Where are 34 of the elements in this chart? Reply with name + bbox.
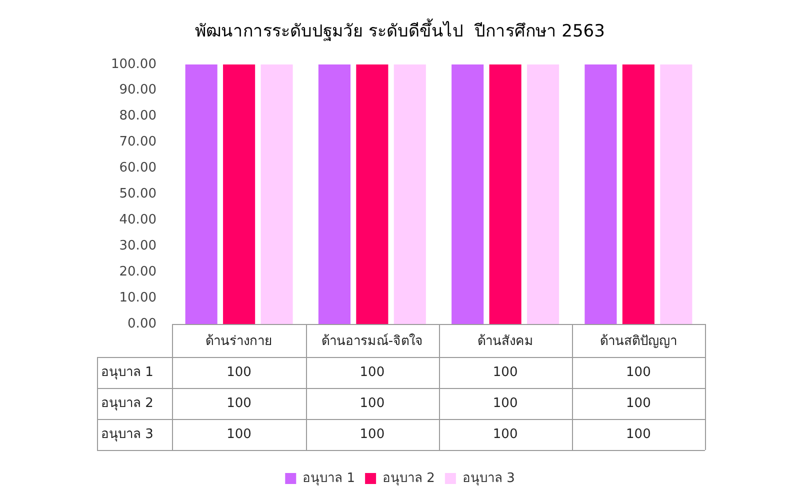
y-tick-label: 80.00 [119,108,156,124]
data-label: 100 [626,426,651,442]
y-tick-label: 60.00 [119,160,156,176]
data-label: 100 [226,426,252,442]
data-label: 100 [626,396,651,411]
y-tick-label: 100.00 [110,56,156,72]
chart-title: พัฒนาการระดับปฐมวัย ระดับดีขึ้นไป ปีการศึกษา 2563 [195,18,605,42]
data-label: 100 [360,426,385,442]
data-label: 100 [492,396,518,411]
text: อนุบาล 1 [101,364,154,380]
data-label: 100 [626,364,651,380]
y-tick-label: 90.00 [119,82,156,98]
x-tick-label: ด้านสติปัญญา [600,334,677,350]
legend-label: อนุบาล 3 [462,470,515,486]
data-label: 100 [492,364,518,380]
data-label: 100 [360,396,385,411]
y-tick-label: 50.00 [119,186,156,202]
y-tick-label: 20.00 [119,264,156,280]
y-tick-label: 30.00 [119,238,156,254]
y-tick-label: 10.00 [119,290,156,306]
data-label: 100 [360,364,385,380]
text: อนุบาล 2 [101,396,154,411]
y-tick-label: 40.00 [119,212,156,228]
data-label: 100 [492,426,518,442]
data-label: 100 [226,396,252,411]
x-tick-label: ด้านร่างกาย [206,334,273,350]
data-label: 100 [226,364,252,380]
legend-label: อนุบาล 2 [382,470,435,486]
x-tick-label: ด้านอารมณ์-จิตใจ [321,333,424,350]
y-tick-label: 0.00 [128,316,156,332]
y-tick-label: 70.00 [119,134,156,150]
legend-label: อนุบาล 1 [302,470,356,486]
text: อนุบาล 3 [101,426,154,442]
x-tick-label: ด้านสังคม [477,334,534,350]
